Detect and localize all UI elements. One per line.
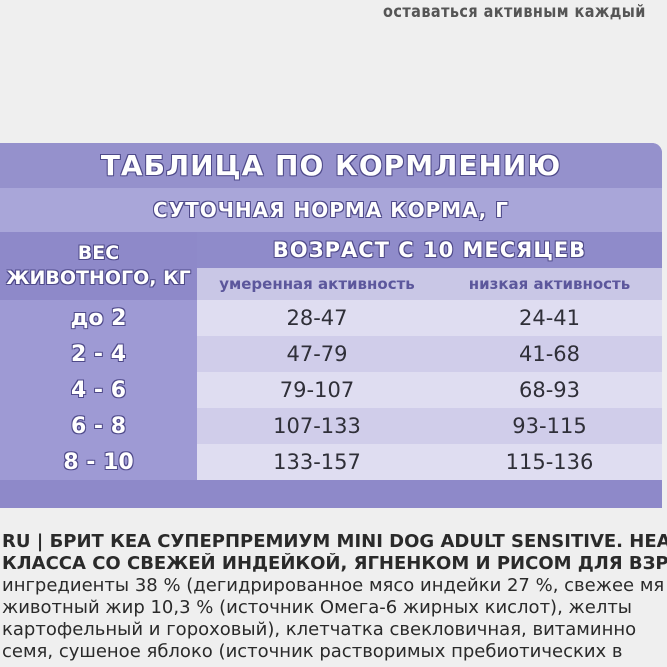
row-value: 133-157 [197,444,437,480]
top-text: оставаться активным каждый [383,2,646,22]
row-value: 93-115 [437,408,662,444]
row-weight: 2 - 4 [0,336,197,372]
feeding-table: ТАБЛИЦА ПО КОРМЛЕНИЮ СУТОЧНАЯ НОРМА КОРМ… [0,143,662,508]
row-value: 107-133 [197,408,437,444]
column-header: низкая активность [437,268,662,300]
row-weight: до 2 [0,300,197,336]
row-value: 24-41 [437,300,662,336]
row-value: 68-93 [437,372,662,408]
column-header: умеренная активность [197,268,437,300]
description-line: животный жир 10,3 % (источник Омега-6 жи… [2,597,633,618]
row-weight: 6 - 8 [0,408,197,444]
row-weight: 8 - 10 [0,444,197,480]
row-value: 28-47 [197,300,437,336]
table-title: ТАБЛИЦА ПО КОРМЛЕНИЮ [0,143,662,188]
weight-header: ВЕС ЖИВОТНОГО, КГ [0,232,197,300]
row-weight: 4 - 6 [0,372,197,408]
description-line: картофельный и гороховый), клетчатка све… [2,619,637,640]
weight-header-line: ЖИВОТНОГО, КГ [6,267,191,289]
row-value: 41-68 [437,336,662,372]
row-value: 79-107 [197,372,437,408]
weight-header-line: ВЕС [77,242,120,264]
description-line: RU | БРИТ КЕА СУПЕРПРЕМИУМ MINI DOG ADUL… [2,531,667,552]
description-line: КЛАССА СО СВЕЖЕЙ ИНДЕЙКОЙ, ЯГНЕНКОМ И РИ… [2,553,667,574]
table-subtitle: СУТОЧНАЯ НОРМА КОРМА, Г [0,188,662,232]
description-line: семя, сушеное яблоко (источник растворим… [2,641,623,662]
row-value: 115-136 [437,444,662,480]
age-header: ВОЗРАСТ С 10 МЕСЯЦЕВ [197,232,662,268]
table-footer [0,480,662,508]
description-line: ингредиенты 38 % (дегидрированное мясо и… [2,575,665,596]
row-value: 47-79 [197,336,437,372]
